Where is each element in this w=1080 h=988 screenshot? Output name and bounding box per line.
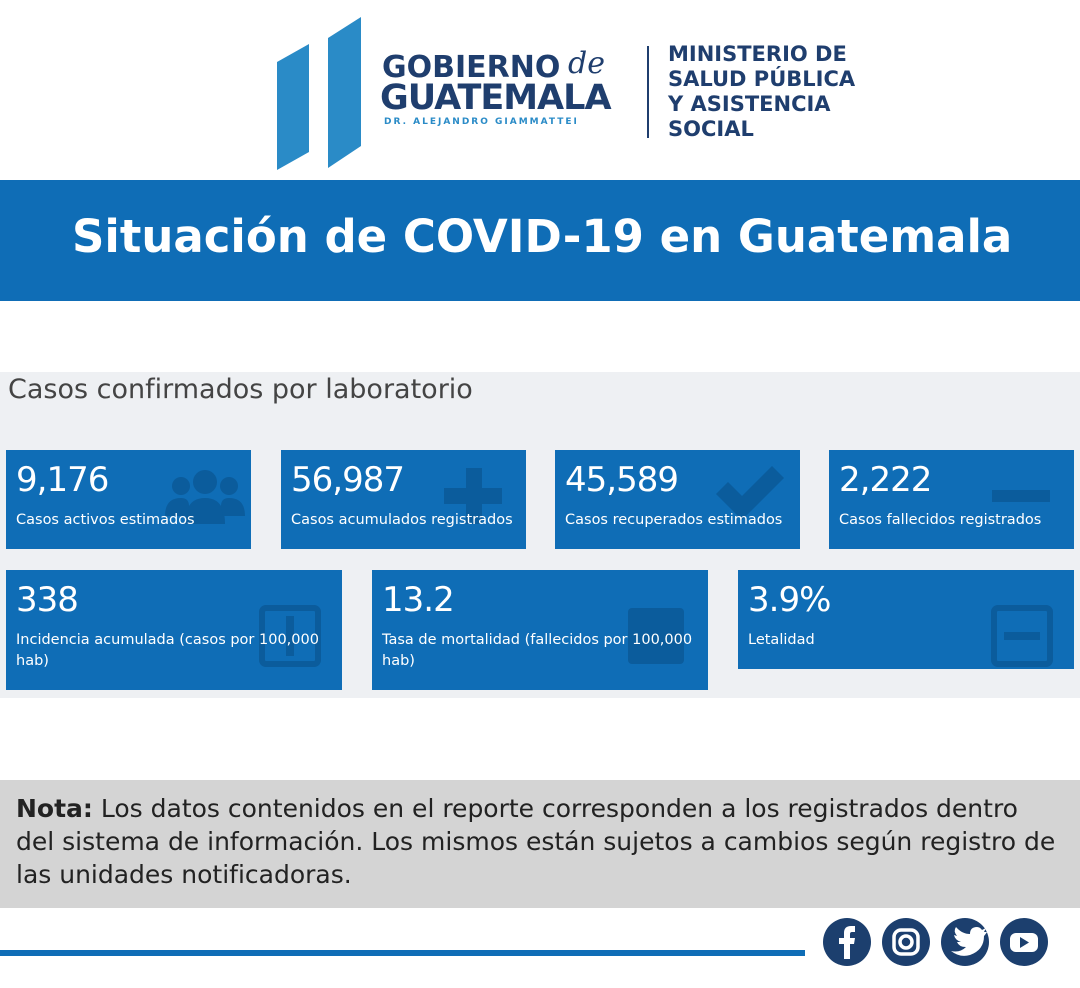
note-box: Nota: Los datos contenidos en el reporte… [0, 780, 1080, 908]
card-icon [259, 605, 321, 667]
note: Nota: Los datos contenidos en el reporte… [16, 792, 1056, 891]
stat-value: 45,589 [565, 460, 679, 500]
card-icon [716, 466, 784, 520]
stat-value: 9,176 [16, 460, 109, 500]
ministry: MINISTERIO DE SALUD PÚBLICA Y ASISTENCIA SO… [668, 42, 855, 142]
section-title: Casos confirmados por laboratorio [8, 374, 473, 405]
banner: Situación de COVID-19 en Guatemala [0, 180, 1080, 301]
stat-label: Incidencia acumulada (casos por 100,000 … [16, 632, 319, 669]
logo-mark [277, 17, 361, 170]
footer-line [0, 950, 805, 956]
ministry-line: SALUD PÚBLICA [668, 67, 856, 91]
card-icon [992, 490, 1050, 502]
stat-card: 338 Incidencia acumulada (casos por 100,0… [6, 570, 342, 690]
stat-card: 56,987 Casos acumulados registrados [281, 450, 526, 549]
logo-gobierno: GOBIERNO [382, 50, 561, 85]
banner-title: Situación de COVID-19 en Guatemala [72, 210, 1013, 263]
ministry-line: MINISTERIO DE [668, 42, 847, 66]
stat-card: 9,176 Casos activos estimados [6, 450, 251, 549]
stat-value: 2,222 [839, 460, 932, 500]
stat-label: Casos acumulados registrados [291, 512, 513, 528]
card-icon [628, 608, 684, 664]
stat-label: Letalidad [748, 632, 815, 648]
logo-guatemala: GUATEMALA [380, 78, 612, 118]
stat-value: 3.9% [748, 580, 831, 620]
note-bold: Nota: [16, 794, 93, 823]
stat-label: Casos activos estimados [16, 512, 195, 528]
divider [647, 46, 649, 138]
stat-value: 56,987 [291, 460, 405, 500]
stat-value: 338 [16, 580, 79, 620]
stat-card: 13.2 Tasa de mortalidad (fallecidos por 1… [372, 570, 708, 690]
card-icon [444, 468, 502, 524]
stat-card: 45,589 Casos recuperados estimados [555, 450, 800, 549]
stat-card: 2,222 Casos fallecidos registrados [829, 450, 1074, 549]
stat-label: Tasa de mortalidad (fallecidos por 100,0… [382, 632, 693, 669]
stat-card: 3.9% Letalidad [738, 570, 1074, 669]
note-text: Los datos contenidos en el reporte corre… [16, 794, 1056, 889]
card-icon [991, 605, 1053, 667]
card-icon [165, 470, 245, 524]
stat-label: Casos fallecidos registrados [839, 512, 1042, 528]
logo-president: DR. ALEJANDRO GIAMMATTEI [384, 117, 579, 127]
stat-value: 13.2 [382, 580, 455, 620]
ministry-line: SOCIAL [668, 117, 754, 141]
stats-section: Casos confirmados por laboratorio 9,176 C… [0, 372, 1080, 698]
stat-label: Casos recuperados estimados [565, 512, 783, 528]
ministry-line: Y ASISTENCIA [668, 92, 831, 116]
social-icons [823, 918, 1048, 966]
logo-de: de [568, 46, 605, 81]
